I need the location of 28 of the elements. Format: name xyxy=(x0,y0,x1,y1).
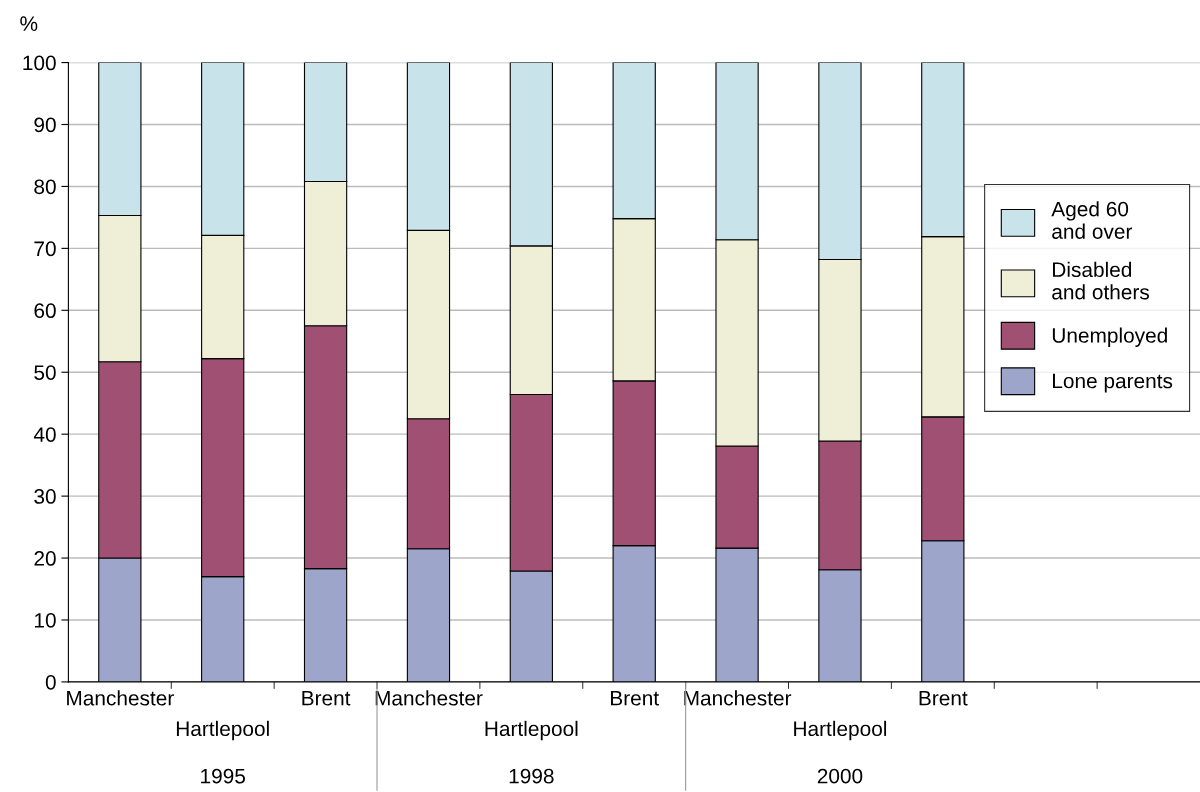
legend-label: Unemployed xyxy=(1052,327,1167,347)
x-tick-label: Brent xyxy=(611,691,659,706)
y-tick-label: 90 xyxy=(34,117,56,133)
legend-label: Aged 60 and over xyxy=(1051,201,1133,239)
y-tick-label: 20 xyxy=(34,551,56,566)
y-tick-label: 40 xyxy=(33,427,56,442)
y-tick-label: 100 xyxy=(23,55,56,71)
x-tick-label: Hartlepool xyxy=(794,720,887,741)
y-tick-label: 0 xyxy=(45,674,56,690)
y-tick-label: 30 xyxy=(34,489,56,504)
text: 1998 xyxy=(509,768,554,784)
y-tick-label: 80 xyxy=(34,179,56,195)
x-tick-label: Hartlepool xyxy=(176,720,269,741)
x-tick-label: Manchester xyxy=(684,690,792,706)
y-tick-label: 10 xyxy=(35,612,56,628)
x-tick-label: Brent xyxy=(302,691,351,706)
x-tick-label: Manchester xyxy=(375,690,483,706)
y-tick-label: 50 xyxy=(34,365,56,380)
x-tick-label: Manchester xyxy=(67,690,174,706)
y-axis-title: % xyxy=(20,16,38,31)
y-tick-label: 70 xyxy=(34,241,56,257)
legend-label: Disabled and others xyxy=(1052,261,1149,300)
x-tick-label: Hartlepool xyxy=(485,720,578,741)
legend-label: Lone parents xyxy=(1053,373,1173,393)
text: 1995 xyxy=(201,768,246,784)
text: 2000 xyxy=(817,768,863,784)
x-tick-label: Brent xyxy=(919,691,968,706)
y-tick-label: 60 xyxy=(34,303,56,319)
